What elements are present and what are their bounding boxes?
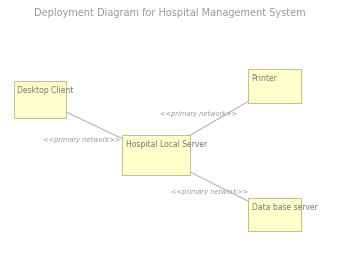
FancyBboxPatch shape xyxy=(14,81,66,118)
Text: <<primary network>>: <<primary network>> xyxy=(171,188,248,195)
Text: Desktop Client: Desktop Client xyxy=(17,86,73,95)
Text: Deployment Diagram for Hospital Management System: Deployment Diagram for Hospital Manageme… xyxy=(34,8,306,18)
FancyBboxPatch shape xyxy=(122,135,190,175)
FancyBboxPatch shape xyxy=(248,69,301,103)
Text: Data base server: Data base server xyxy=(252,203,317,212)
Text: Hospital Local Server: Hospital Local Server xyxy=(126,140,207,149)
FancyBboxPatch shape xyxy=(248,198,301,231)
Text: <<primary network>>: <<primary network>> xyxy=(160,111,237,117)
Text: Printer: Printer xyxy=(252,74,277,83)
Text: <<primary network>>: <<primary network>> xyxy=(43,137,120,143)
